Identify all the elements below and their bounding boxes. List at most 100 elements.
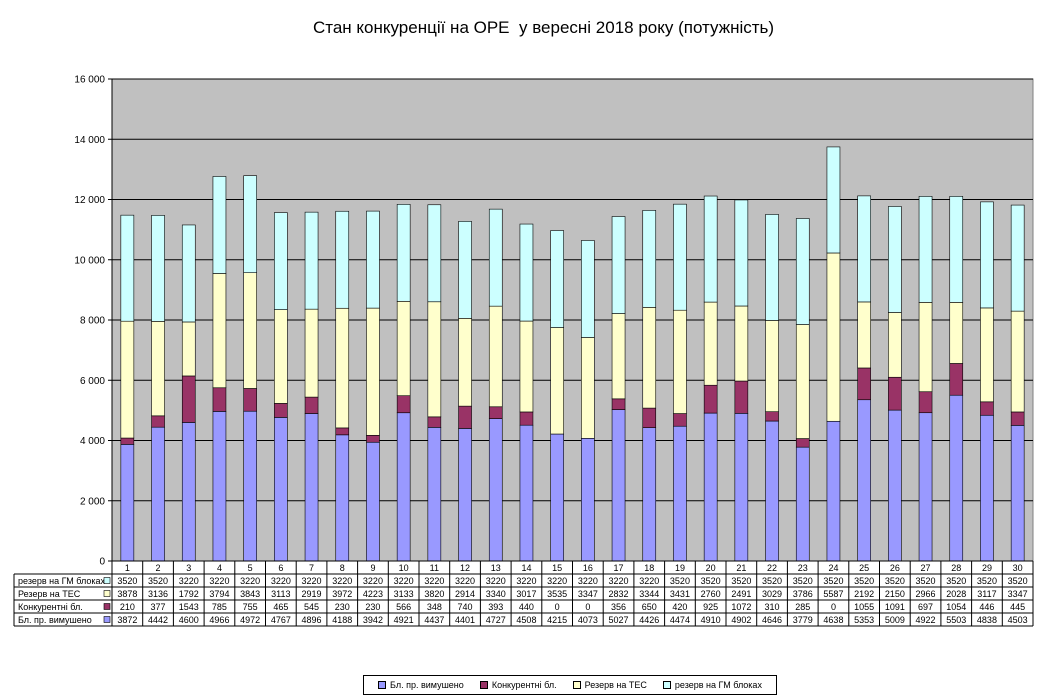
- legend-label: Конкурентні бл.: [491, 680, 557, 690]
- bar-segment-2-27: [918, 391, 933, 414]
- table-cell-value: 3520: [854, 576, 874, 586]
- bar-segment-2-30: [1010, 411, 1025, 426]
- bar-segment-4-17: [611, 216, 626, 314]
- table-cell-value: 445: [1010, 602, 1025, 612]
- bar-segment-1-19: [673, 425, 687, 562]
- table-cell-value: 3535: [547, 589, 567, 599]
- table-cell-value: 2832: [609, 589, 629, 599]
- table-cell-value: 3029: [762, 589, 782, 599]
- table-cell-value: 3220: [240, 576, 260, 586]
- table-cell-value: 3220: [609, 576, 629, 586]
- bar-segment-3-2: [151, 321, 165, 417]
- legend-swatch: [479, 681, 488, 689]
- table-cell-value: 3520: [148, 576, 168, 586]
- bar-segment-4-10: [396, 204, 411, 302]
- table-cell-value: 3220: [424, 576, 444, 586]
- bar-segment-2-18: [642, 407, 657, 428]
- bar-segment-2-5: [243, 388, 257, 412]
- table-cell-value: 3520: [117, 576, 137, 586]
- bar-segment-3-30: [1010, 310, 1025, 413]
- table-cell-value: 3113: [271, 589, 290, 599]
- bar-segment-4-9: [366, 210, 380, 309]
- bar-segment-2-19: [673, 413, 687, 427]
- table-cell-value: 4474: [670, 615, 690, 625]
- bar-segment-1-9: [366, 441, 380, 562]
- bar-segment-2-29: [980, 401, 994, 416]
- legend-item: Резерв на ТЕС: [572, 680, 647, 690]
- table-cell-value: 356: [611, 602, 626, 612]
- x-category-label: 11: [430, 563, 439, 573]
- bar-segment-3-27: [918, 302, 933, 393]
- bar-segment-4-7: [304, 211, 319, 310]
- table-row-swatch: [103, 603, 111, 610]
- table-row-swatch: [103, 616, 111, 623]
- y-tick-label: 2 000: [80, 496, 105, 507]
- table-cell-value: 3520: [977, 576, 997, 586]
- bar-segment-3-8: [335, 307, 350, 429]
- table-cell-value: 3136: [148, 589, 168, 599]
- table-cell-value: 4727: [486, 615, 506, 625]
- x-category-label: 28: [951, 563, 961, 573]
- bar-segment-4-22: [765, 214, 779, 321]
- bar-segment-4-1: [120, 214, 135, 322]
- x-category-label: 26: [890, 563, 900, 573]
- bar-segment-4-13: [488, 208, 503, 307]
- table-cell-value: 3117: [977, 589, 996, 599]
- bar-segment-1-2: [151, 426, 165, 562]
- table-cell-value: 4966: [209, 615, 229, 625]
- table-cell-value: 393: [488, 602, 503, 612]
- x-category-label: 8: [340, 563, 345, 573]
- table-cell-value: 1054: [946, 602, 966, 612]
- table-cell-value: 3220: [578, 576, 598, 586]
- bar-segment-3-25: [857, 301, 871, 369]
- bar-segment-1-1: [120, 444, 135, 562]
- bar-segment-4-27: [918, 196, 933, 303]
- bar-segment-3-1: [120, 320, 135, 439]
- table-cell-value: 4426: [639, 615, 659, 625]
- y-tick-label: 0: [99, 557, 105, 568]
- table-cell-value: 348: [427, 602, 442, 612]
- table-cell-value: 2150: [885, 589, 905, 599]
- x-category-label: 20: [706, 563, 716, 573]
- x-category-label: 29: [982, 563, 992, 573]
- table-cell-value: 4910: [701, 615, 721, 625]
- table-cell-value: 3220: [271, 576, 291, 586]
- bar-segment-3-17: [611, 313, 626, 400]
- bar-segment-3-7: [304, 308, 319, 398]
- table-cell-value: 3220: [332, 576, 352, 586]
- table-cell-value: 4437: [424, 615, 444, 625]
- bar-segment-2-14: [519, 411, 534, 426]
- table-cell-value: 4767: [271, 615, 291, 625]
- table-cell-value: 3786: [793, 589, 813, 599]
- bar-segment-4-28: [949, 196, 964, 303]
- bar-segment-2-4: [212, 387, 227, 412]
- table-cell-value: 4503: [1008, 615, 1028, 625]
- bar-segment-4-6: [274, 212, 288, 310]
- table-cell-value: 3347: [1008, 589, 1028, 599]
- bar-segment-3-29: [980, 307, 994, 403]
- bar-segment-4-15: [550, 230, 564, 328]
- bar-segment-3-6: [274, 309, 288, 404]
- bar-segment-3-24: [826, 252, 841, 422]
- x-category-label: 18: [644, 563, 654, 573]
- bar-segment-4-5: [243, 175, 257, 274]
- y-tick-label: 16 000: [74, 75, 105, 86]
- table-cell-value: 230: [365, 602, 380, 612]
- table-cell-value: 1091: [885, 602, 905, 612]
- table-cell-value: 3220: [394, 576, 414, 586]
- y-tick-label: 8 000: [80, 316, 105, 327]
- bar-segment-1-17: [611, 409, 626, 562]
- bar-segment-4-11: [427, 204, 442, 303]
- table-cell-value: 5503: [946, 615, 966, 625]
- bar-segment-4-4: [212, 176, 227, 274]
- table-cell-value: 3520: [731, 576, 751, 586]
- bar-segment-3-23: [795, 324, 810, 439]
- x-category-label: 22: [767, 563, 777, 573]
- table-row-swatch: [103, 577, 111, 584]
- table-cell-value: 2914: [455, 589, 475, 599]
- table-cell-value: 3220: [302, 576, 322, 586]
- bar-segment-2-10: [396, 395, 411, 414]
- bar-segment-4-14: [519, 223, 534, 322]
- table-cell-value: 2919: [302, 589, 322, 599]
- bar-segment-4-29: [980, 201, 994, 309]
